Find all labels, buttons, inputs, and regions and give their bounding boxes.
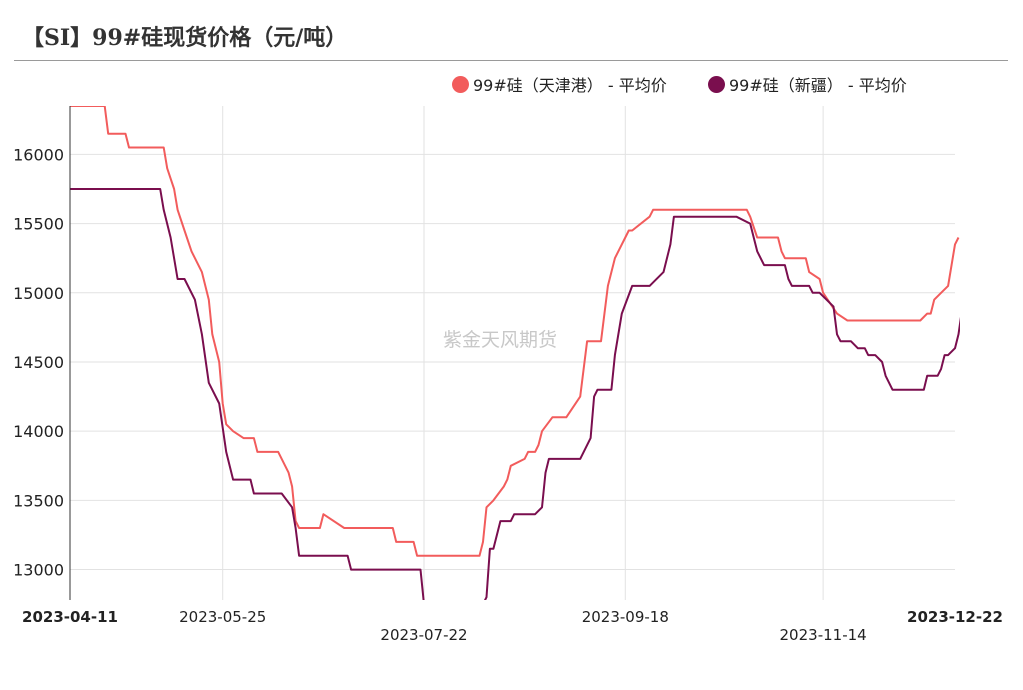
legend-item-xinjiang[interactable]: 99#硅（新疆） - 平均价 (708, 72, 907, 96)
x-tick-label: 2023-09-18 (582, 608, 669, 626)
y-tick-label: 16000 (13, 145, 64, 164)
legend-item-tianjin[interactable]: 99#硅（天津港） - 平均价 (452, 72, 667, 96)
x-tick-label: 2023-04-11 (22, 608, 118, 626)
title-divider (14, 60, 1008, 61)
legend-label-xinjiang: 99#硅（新疆） - 平均价 (729, 76, 907, 95)
y-tick-label: 14500 (13, 353, 64, 372)
y-tick-label: 15000 (13, 284, 64, 303)
x-tick-label: 2023-11-14 (780, 626, 867, 644)
x-axis-labels: 2023-04-11 2023-05-25 2023-07-22 2023-09-18… (22, 608, 1003, 644)
legend-swatch-xinjiang (708, 75, 725, 93)
chart-title: 【SI】99#硅现货价格（元/吨） (22, 25, 348, 51)
y-tick-label: 13500 (13, 491, 64, 510)
y-tick-label: 13000 (13, 561, 64, 580)
legend-swatch-tianjin (452, 75, 469, 93)
watermark: 紫金天风期货 (443, 329, 558, 351)
y-tick-label: 15500 (13, 215, 64, 234)
series-layer (70, 106, 960, 600)
x-tick-label: 2023-12-22 (907, 608, 1003, 626)
legend-label-tianjin: 99#硅（天津港） - 平均价 (473, 76, 667, 95)
y-tick-label: 14000 (13, 422, 64, 441)
series-line-tianjin (70, 106, 960, 557)
x-tick-label: 2023-05-25 (179, 608, 266, 626)
y-axis-labels: 13000 13500 14000 14500 15000 15500 16000 (13, 145, 64, 579)
x-tick-label: 2023-07-22 (380, 626, 467, 644)
grid-lines (70, 106, 955, 600)
series-line-xinjiang (70, 188, 960, 600)
